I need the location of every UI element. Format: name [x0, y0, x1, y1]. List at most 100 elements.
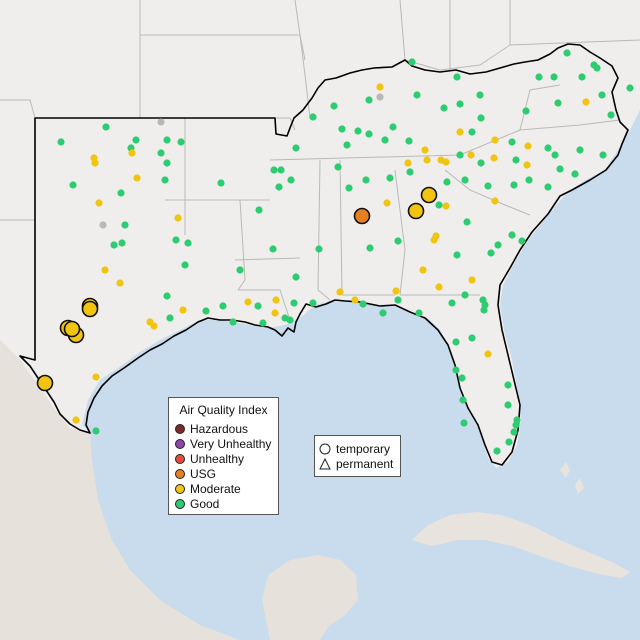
station-marker[interactable]	[484, 350, 492, 358]
station-marker[interactable]	[343, 141, 351, 149]
station-marker[interactable]	[394, 237, 402, 245]
station-marker[interactable]	[275, 183, 283, 191]
station-marker[interactable]	[419, 266, 427, 274]
station-marker[interactable]	[582, 98, 590, 106]
station-marker[interactable]	[456, 128, 464, 136]
station-marker[interactable]	[128, 149, 136, 157]
station-marker[interactable]	[277, 166, 285, 174]
station-marker[interactable]	[292, 144, 300, 152]
station-marker[interactable]	[456, 151, 464, 159]
station-marker[interactable]	[550, 73, 558, 81]
station-marker[interactable]	[271, 309, 279, 317]
station-marker[interactable]	[177, 138, 185, 146]
station-marker[interactable]	[290, 299, 298, 307]
station-marker[interactable]	[132, 136, 140, 144]
station-marker[interactable]	[522, 107, 530, 115]
station-marker[interactable]	[330, 102, 338, 110]
station-marker[interactable]	[421, 146, 429, 154]
station-marker[interactable]	[121, 221, 129, 229]
station-marker[interactable]	[181, 261, 189, 269]
station-marker[interactable]	[272, 296, 280, 304]
station-marker[interactable]	[556, 165, 564, 173]
station-marker[interactable]	[598, 91, 606, 99]
station-marker[interactable]	[461, 176, 469, 184]
station-marker[interactable]	[453, 73, 461, 81]
station-marker[interactable]	[578, 73, 586, 81]
station-marker[interactable]	[269, 245, 277, 253]
station-marker[interactable]	[379, 309, 387, 317]
station-marker[interactable]	[219, 302, 227, 310]
station-marker[interactable]	[157, 149, 165, 157]
station-marker[interactable]	[259, 319, 267, 327]
station-marker[interactable]	[626, 84, 634, 92]
station-marker[interactable]	[351, 296, 359, 304]
station-marker[interactable]	[354, 127, 362, 135]
station-marker[interactable]	[365, 96, 373, 104]
station-marker[interactable]	[229, 318, 237, 326]
station-marker[interactable]	[309, 299, 317, 307]
station-marker[interactable]	[435, 283, 443, 291]
station-marker[interactable]	[366, 244, 374, 252]
station-marker[interactable]	[468, 128, 476, 136]
station-marker[interactable]	[512, 421, 520, 429]
station-marker[interactable]	[202, 307, 210, 315]
station-marker[interactable]	[435, 201, 443, 209]
station-marker[interactable]	[376, 93, 384, 101]
station-marker[interactable]	[255, 206, 263, 214]
station-marker[interactable]	[453, 251, 461, 259]
station-marker[interactable]	[504, 401, 512, 409]
station-marker[interactable]	[406, 168, 414, 176]
station-marker[interactable]	[476, 91, 484, 99]
station-marker[interactable]	[172, 236, 180, 244]
station-marker[interactable]	[392, 287, 400, 295]
station-marker[interactable]	[518, 237, 526, 245]
station-marker[interactable]	[72, 416, 80, 424]
station-marker[interactable]	[508, 231, 516, 239]
station-marker[interactable]	[116, 279, 124, 287]
station-marker[interactable]	[408, 58, 416, 66]
station-marker[interactable]	[467, 151, 475, 159]
station-marker[interactable]	[484, 182, 492, 190]
station-marker[interactable]	[413, 91, 421, 99]
station-marker[interactable]	[99, 221, 107, 229]
station-marker[interactable]	[480, 306, 488, 314]
station-marker[interactable]	[92, 373, 100, 381]
station-marker[interactable]	[163, 292, 171, 300]
station-marker[interactable]	[95, 199, 103, 207]
station-marker[interactable]	[432, 232, 440, 240]
station-marker[interactable]	[544, 183, 552, 191]
station-marker[interactable]	[110, 241, 118, 249]
station-marker[interactable]	[544, 144, 552, 152]
station-marker[interactable]	[491, 197, 499, 205]
station-marker[interactable]	[133, 174, 141, 182]
station-marker[interactable]	[163, 136, 171, 144]
station-marker[interactable]	[443, 178, 451, 186]
station-marker[interactable]	[336, 288, 344, 296]
station-marker[interactable]	[599, 151, 607, 159]
station-marker[interactable]	[376, 83, 384, 91]
station-marker[interactable]	[117, 189, 125, 197]
station-marker[interactable]	[292, 273, 300, 281]
station-marker[interactable]	[452, 338, 460, 346]
station-marker[interactable]	[487, 249, 495, 257]
station-marker[interactable]	[448, 299, 456, 307]
station-marker[interactable]	[118, 239, 126, 247]
station-marker[interactable]	[174, 214, 182, 222]
station-marker[interactable]	[161, 176, 169, 184]
station-marker[interactable]	[460, 419, 468, 427]
station-marker-large[interactable]	[36, 374, 54, 392]
station-marker[interactable]	[102, 123, 110, 131]
station-marker[interactable]	[508, 138, 516, 146]
station-marker[interactable]	[157, 118, 165, 126]
station-marker[interactable]	[576, 146, 584, 154]
station-marker[interactable]	[607, 111, 615, 119]
station-marker-large[interactable]	[420, 186, 438, 204]
station-marker[interactable]	[405, 137, 413, 145]
station-marker[interactable]	[510, 428, 518, 436]
station-marker[interactable]	[383, 199, 391, 207]
station-marker[interactable]	[512, 156, 520, 164]
station-marker[interactable]	[415, 309, 423, 317]
station-marker[interactable]	[459, 396, 467, 404]
station-marker[interactable]	[468, 276, 476, 284]
station-marker-large[interactable]	[63, 320, 81, 338]
